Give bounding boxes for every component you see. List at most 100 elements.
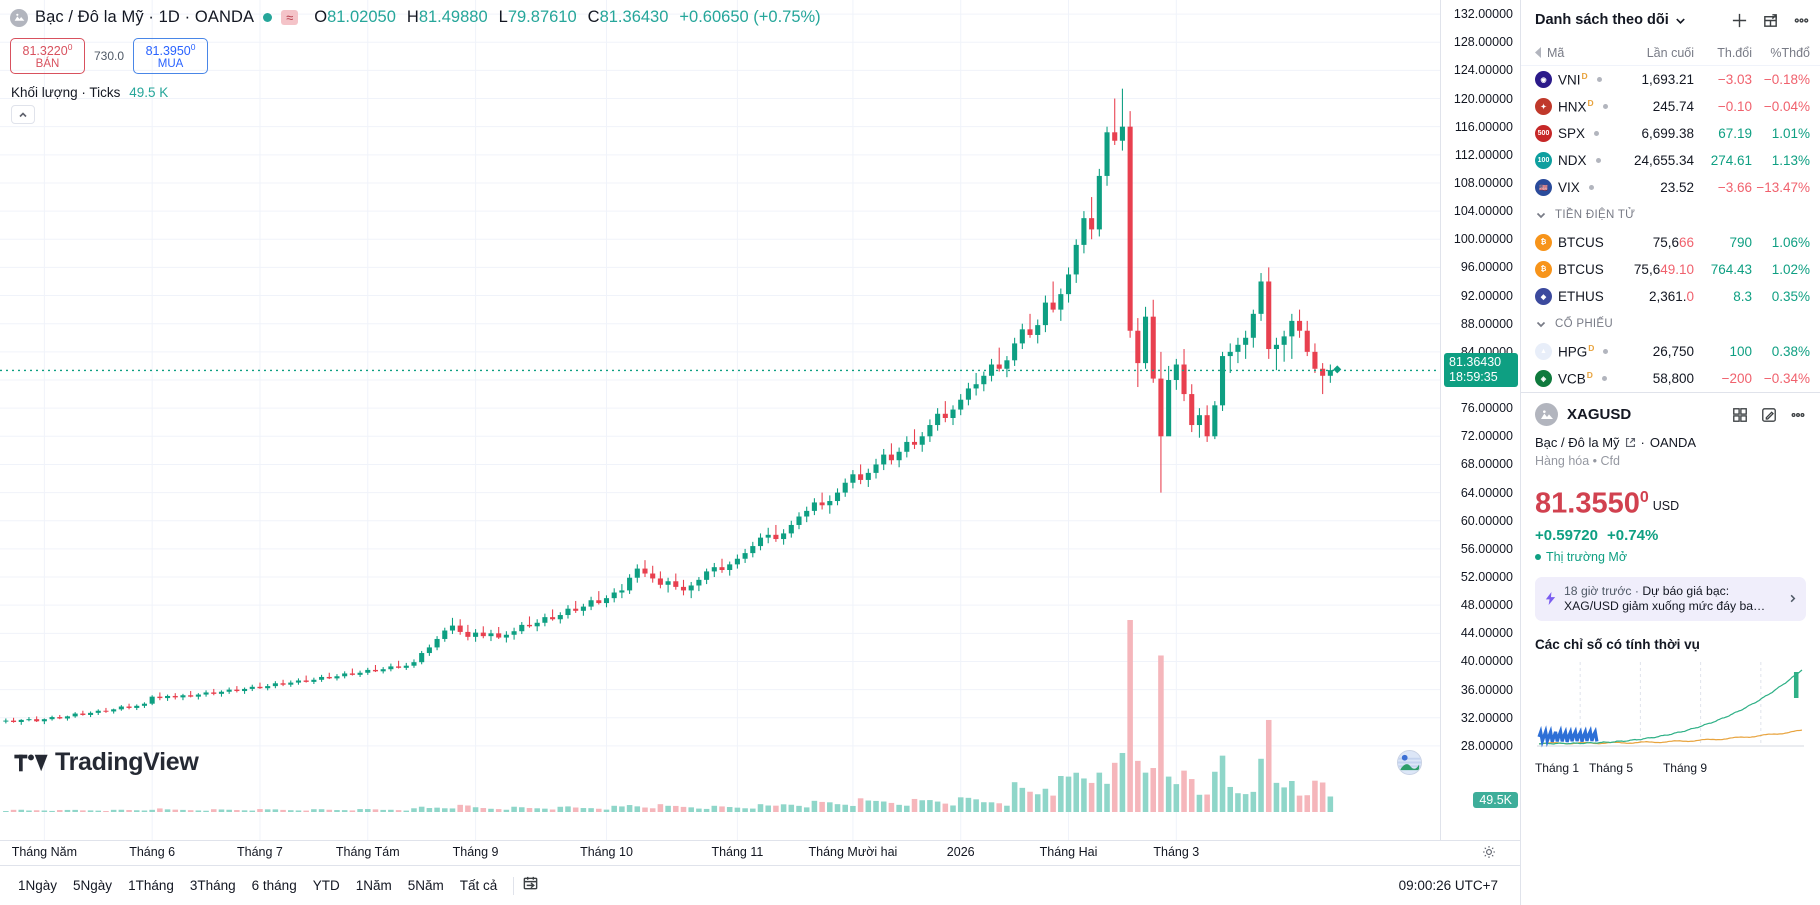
watchlist-row[interactable]: ◉ VNID 1,693.21 −3.03 −0.18% — [1521, 66, 1820, 93]
timeframe-tất-cả[interactable]: Tất cả — [459, 878, 498, 893]
watchlist-symbol[interactable]: NDX — [1558, 153, 1587, 168]
buy-price-sup: 0 — [190, 41, 196, 52]
watchlist-symbol[interactable]: BTCUS — [1558, 235, 1604, 250]
more-options-icon[interactable] — [1793, 12, 1810, 29]
watchlist-row[interactable]: 100 NDX 24,655.34 274.61 1.13% — [1521, 147, 1820, 174]
watchlist-group-label: CỔ PHIẾU — [1555, 318, 1613, 330]
buy-label: MUA — [157, 58, 184, 71]
watchlist-pct: 1.13% — [1771, 153, 1810, 168]
watchlist-row[interactable]: ◆ ETHUS 2,361.0 8.3 0.35% — [1521, 283, 1820, 310]
chart-symbol-title[interactable]: Bạc / Đô la Mỹ · 1D · OANDA — [35, 8, 255, 26]
buy-price: 81.3950 — [145, 44, 191, 59]
tradingview-logo-icon — [14, 754, 48, 771]
timeframe-1ngày[interactable]: 1Ngày — [18, 878, 58, 893]
watchlist-row[interactable]: 500 SPX 6,699.38 67.19 1.01% — [1521, 120, 1820, 147]
watchlist-title[interactable]: Danh sách theo dõi — [1535, 12, 1669, 28]
detail-price-sup: 0 — [1639, 489, 1649, 506]
col-symbol[interactable]: Mã — [1547, 45, 1565, 60]
watchlist-last: 2,361.0 — [1648, 289, 1694, 304]
watchlist-symbol[interactable]: VIX — [1558, 180, 1580, 195]
right-sidebar[interactable]: Danh sách theo dõi Mã Lần cuối Th.đổi %T… — [1516, 0, 1820, 905]
watchlist-group-9[interactable]: CỔ PHIẾU — [1521, 310, 1820, 338]
watchlist-rows[interactable]: ◉ VNID 1,693.21 −3.03 −0.18% ✦ HNXD 245.74 −0.10… — [1521, 66, 1820, 392]
watchlist-symbol[interactable]: VNID — [1558, 71, 1588, 88]
timeframe-1năm[interactable]: 1Năm — [355, 878, 392, 893]
timeframe-1tháng[interactable]: 1Tháng — [128, 878, 174, 893]
price-tick: 128.00000 — [1453, 35, 1513, 50]
watchlist-row[interactable]: 🇺🇸 VIX 23.52 −3.66 −13.47% — [1521, 174, 1820, 201]
chevron-down-icon — [1536, 212, 1546, 219]
data-source-badge[interactable]: ≈ — [281, 10, 299, 25]
silver-symbol-icon — [10, 8, 28, 27]
watchlist-change: −3.66 — [1717, 180, 1752, 195]
current-price-label[interactable]: 81.36430 18:59:35 — [1444, 353, 1518, 388]
watchlist-row[interactable]: ▲ HPGD 26,750 100 0.38% — [1521, 338, 1820, 365]
time-tick: Tháng 7 — [237, 845, 283, 859]
market-status-dot — [1596, 77, 1602, 82]
watchlist-symbol[interactable]: HNXD — [1558, 98, 1594, 115]
news-headline[interactable]: Dự báo giá bạc: XAG/USD giảm xuống mức đ… — [1564, 583, 1766, 613]
market-open-dot — [263, 13, 273, 22]
price-tick: 64.00000 — [1460, 485, 1513, 500]
time-scale[interactable]: Tháng Năm Tháng 6 Tháng 7 Tháng Tám Tháng 9 T… — [0, 840, 1520, 865]
col-change[interactable]: Th.đổi — [1717, 45, 1752, 60]
chart-plot-canvas[interactable] — [0, 0, 1440, 840]
watchlist-symbol[interactable]: VCBD — [1558, 370, 1593, 387]
watchlist-last: 1,693.21 — [1641, 72, 1694, 87]
watchlist-symbol[interactable]: HPGD — [1558, 343, 1595, 360]
volume-legend[interactable]: Khối lượng · Ticks 49.5 K — [11, 85, 168, 100]
detail-exchange[interactable]: OANDA — [1649, 435, 1697, 450]
detail-dot-separator: · — [1640, 435, 1645, 450]
watchlist-group-5[interactable]: TIỀN ĐIỆN TỬ — [1521, 201, 1820, 229]
watchlist-row[interactable]: ₿ BTCUS 75,649.10 764.43 1.02% — [1521, 256, 1820, 283]
timeframe-3tháng[interactable]: 3Tháng — [189, 878, 236, 893]
watchlist-row[interactable]: ◈ VCBD 58,800 −200 −0.34% — [1521, 365, 1820, 392]
timeframe-5ngày[interactable]: 5Ngày — [73, 878, 113, 893]
detail-ticker[interactable]: XAGUSD — [1567, 406, 1632, 423]
layout-grid-icon[interactable] — [1762, 12, 1779, 29]
detail-description[interactable]: Bạc / Đô la Mỹ — [1535, 435, 1620, 450]
buy-button[interactable]: 81.39500 MUA — [133, 38, 209, 74]
timeframe-5năm[interactable]: 5Năm — [407, 878, 444, 893]
seasonal-title: Các chỉ số có tính thời vụ — [1535, 636, 1700, 652]
watchlist-group-label: TIỀN ĐIỆN TỬ — [1555, 209, 1636, 221]
timeframe-toolbar[interactable]: 1Ngày 5Ngày 1Tháng 3Tháng 6 tháng YTD 1Năm 5Năm… — [0, 865, 1520, 905]
seasonal-label: Tháng 1 — [1534, 760, 1580, 775]
price-tick: 36.00000 — [1460, 682, 1513, 697]
price-tick: 104.00000 — [1453, 204, 1513, 219]
sell-button[interactable]: 81.32200 BÁN — [10, 38, 85, 74]
detail-grid-icon[interactable] — [1732, 407, 1748, 423]
price-tick: 88.00000 — [1460, 316, 1513, 331]
column-grip-icon[interactable] — [1535, 47, 1542, 58]
country-flag-badge[interactable] — [1397, 750, 1422, 775]
news-banner[interactable]: 18 giờ trước · Dự báo giá bạc: XAG/USD g… — [1535, 576, 1806, 621]
watchlist-header: Danh sách theo dõi — [1521, 0, 1820, 40]
seasonal-chart[interactable] — [1535, 658, 1806, 758]
watchlist-row[interactable]: ₿ BTCUS 75,666 790 1.06% — [1521, 229, 1820, 256]
volume-badge[interactable]: 49.5K — [1473, 792, 1518, 808]
symbol-icon: ◈ — [1535, 370, 1552, 387]
market-status-dot — [1602, 104, 1608, 109]
chart-settings-gear[interactable] — [1481, 844, 1497, 860]
timeframe-6-tháng[interactable]: 6 tháng — [251, 878, 297, 893]
col-pct[interactable]: %Thđổ — [1770, 45, 1810, 60]
chart-area[interactable]: Bạc / Đô la Mỹ · 1D · OANDA ≈ O81.02050 … — [0, 0, 1520, 905]
current-time-value: 18:59:35 — [1449, 370, 1498, 385]
add-symbol-icon[interactable] — [1731, 12, 1748, 29]
detail-more-icon[interactable] — [1790, 407, 1806, 423]
collapse-pane-button[interactable] — [11, 105, 35, 124]
price-scale[interactable]: 132.00000 128.00000 124.00000 120.00000 116.… — [1440, 0, 1520, 840]
chevron-right-icon[interactable] — [1788, 594, 1797, 603]
date-range-icon[interactable] — [522, 875, 539, 897]
watchlist-symbol[interactable]: BTCUS — [1558, 262, 1604, 277]
watchlist-symbol[interactable]: ETHUS — [1558, 289, 1604, 304]
external-link-icon[interactable] — [1625, 437, 1636, 448]
col-last[interactable]: Lần cuối — [1646, 45, 1694, 60]
watchlist-row[interactable]: ✦ HNXD 245.74 −0.10 −0.04% — [1521, 93, 1820, 120]
watchlist-symbol[interactable]: SPX — [1558, 126, 1586, 141]
detail-edit-icon[interactable] — [1761, 407, 1777, 423]
chevron-down-icon[interactable] — [1674, 14, 1687, 27]
detail-currency: USD — [1652, 498, 1680, 513]
timeframe-ytd[interactable]: YTD — [312, 878, 340, 893]
market-status-text: Thị trường Mở — [1546, 549, 1628, 564]
